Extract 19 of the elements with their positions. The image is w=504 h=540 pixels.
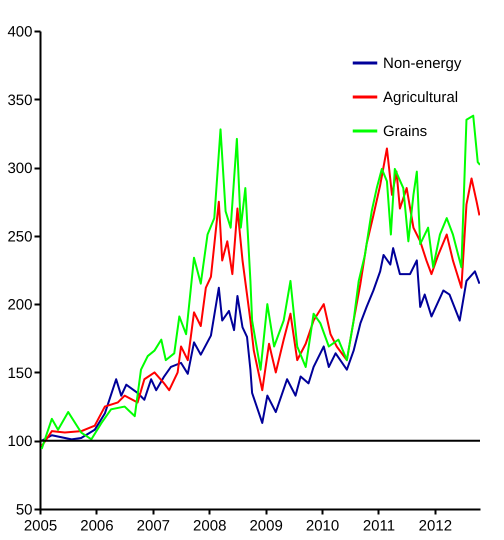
- x-tick-label: 2008: [193, 518, 226, 534]
- legend-label: Non-energy: [383, 55, 462, 72]
- x-tick-label: 2010: [306, 518, 340, 534]
- y-tick-label: 350: [7, 92, 32, 109]
- y-tick-label: 50: [16, 502, 32, 518]
- x-tick-label: 2006: [80, 518, 114, 534]
- x-tick-label: 2011: [362, 518, 396, 534]
- y-tick-label: 100: [7, 433, 32, 450]
- y-tick-label: 150: [7, 364, 32, 382]
- legend-label: Agricultural: [383, 89, 458, 106]
- y-tick-label: 250: [7, 228, 32, 246]
- x-tick-label: 2012: [418, 518, 452, 534]
- y-tick-label: 400: [7, 24, 32, 40]
- legend-label: Grains: [383, 123, 428, 140]
- y-tick-label: 200: [7, 296, 32, 314]
- y-tick-label: 300: [7, 160, 32, 178]
- x-tick-label: 2005: [24, 518, 58, 534]
- x-tick-label: 2009: [249, 518, 283, 534]
- x-tick-label: 2007: [136, 518, 170, 534]
